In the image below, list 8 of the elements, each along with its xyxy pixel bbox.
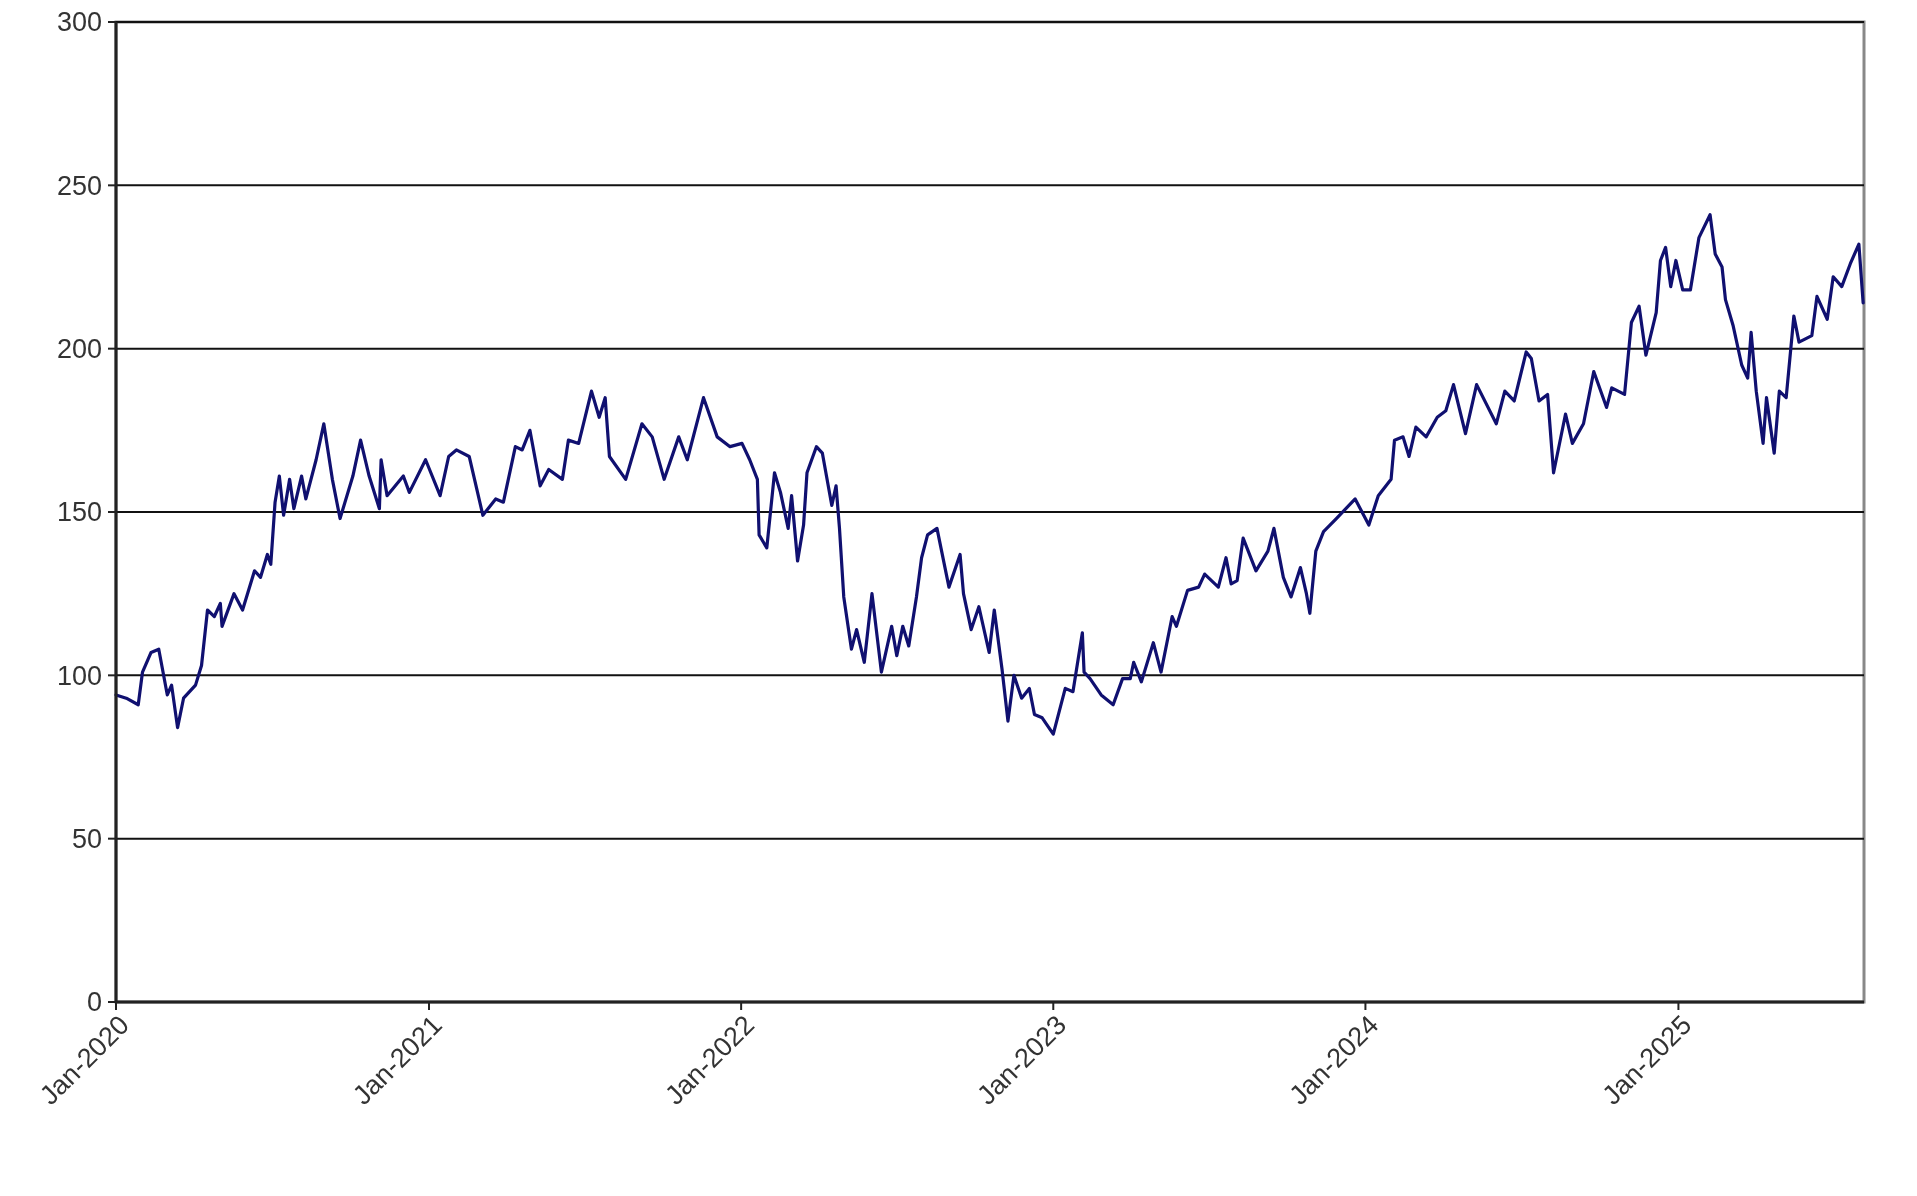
line-series: [114, 213, 1865, 736]
y-tick-label: 150: [56, 497, 102, 528]
y-tick-label: 200: [56, 334, 102, 365]
y-tick-label: 250: [56, 170, 102, 201]
y-tick-label: 0: [86, 987, 102, 1018]
y-tick-label: 300: [56, 7, 102, 38]
y-tick-label: 100: [56, 660, 102, 691]
y-tick-label: 50: [71, 824, 102, 855]
